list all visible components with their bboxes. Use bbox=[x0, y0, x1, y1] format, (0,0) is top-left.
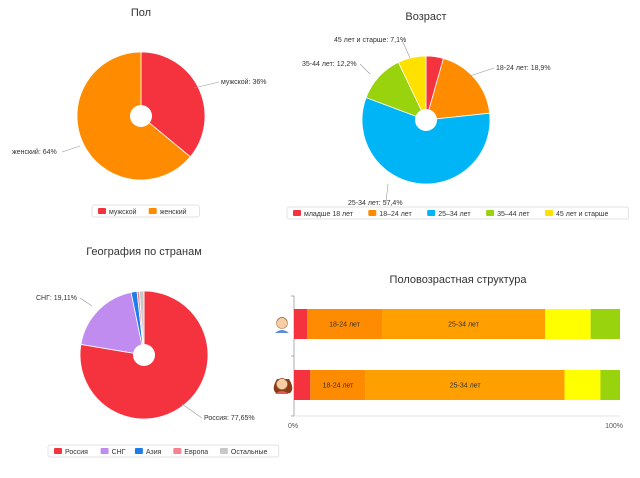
legend-label: 45 лет и старше bbox=[556, 211, 609, 218]
legend-item-азия[interactable]: Азия bbox=[134, 448, 162, 456]
legend-swatch bbox=[173, 448, 182, 454]
legend-label: Остальные bbox=[231, 449, 268, 456]
bar-row-мужской: 18-24 лет 25-34 лет bbox=[294, 309, 620, 339]
legend-item-снг[interactable]: СНГ bbox=[100, 448, 126, 456]
bar-segment-младше-18-лет[interactable] bbox=[294, 309, 308, 339]
legend-item-младше-18-лет[interactable]: младше 18 лет bbox=[293, 210, 354, 218]
data-label-женский: женский: 64% bbox=[12, 148, 57, 156]
data-label-connector bbox=[385, 183, 389, 203]
legend-item-мужской[interactable]: мужской bbox=[98, 208, 137, 216]
pie-chart-география-по-странам: География по странам Россия: 77,65% СНГ: 1… bbox=[36, 246, 280, 458]
data-label-connector bbox=[469, 67, 495, 77]
data-label-россия: Россия: 77,65% bbox=[204, 415, 255, 422]
legend-label: мужской bbox=[109, 208, 137, 216]
legend-item-45-лет-и-старше[interactable]: 45 лет и старше bbox=[545, 210, 609, 218]
bar-segment-25-34-лет[interactable] bbox=[365, 370, 565, 400]
data-label-45-лет-и-старше: 45 лет и старше: 7,1% bbox=[334, 37, 406, 44]
chart-title: Половозрастная структура bbox=[390, 274, 528, 286]
legend-item-россия[interactable]: Россия bbox=[54, 448, 88, 456]
legend-label: младше 18 лет bbox=[304, 211, 354, 218]
legend-swatch bbox=[134, 448, 143, 454]
pie-center-hole bbox=[133, 344, 155, 366]
chart-title: Пол bbox=[131, 7, 151, 19]
legend-swatch bbox=[545, 210, 553, 216]
legend-label: СНГ bbox=[112, 449, 126, 456]
data-label-connector bbox=[401, 39, 411, 59]
legend-swatch bbox=[486, 210, 495, 216]
legend-swatch bbox=[293, 210, 301, 216]
segment-label: 25-34 лет bbox=[448, 322, 480, 329]
bar-chart-половозрастная-структура: Половозрастная структура 0% 100% 18-24 лет 2… bbox=[273, 274, 623, 430]
bar-segment-45-лет-и-старше[interactable] bbox=[600, 370, 620, 400]
chart-title: География по странам bbox=[86, 246, 202, 258]
pie-slice-мужской[interactable] bbox=[140, 51, 206, 158]
legend-label: Азия bbox=[146, 449, 162, 456]
legend-swatch bbox=[427, 210, 436, 216]
pie-slice-18-24-лет[interactable] bbox=[425, 57, 491, 121]
x-tick-label-min: 0% bbox=[288, 423, 298, 430]
data-label-connector bbox=[193, 81, 220, 89]
legend-label: 35–44 лет bbox=[497, 211, 530, 218]
legend-label: Россия bbox=[65, 449, 88, 456]
legend-label: 25–34 лет bbox=[438, 211, 471, 218]
legend-item-35-44-лет[interactable]: 35–44 лет bbox=[486, 210, 530, 218]
data-label-connector bbox=[61, 145, 81, 153]
data-label-connector bbox=[181, 403, 203, 419]
legend-swatch bbox=[98, 208, 106, 214]
bar-segment-45-лет-и-старше[interactable] bbox=[590, 309, 620, 339]
legend-swatch bbox=[148, 208, 157, 214]
data-label-мужской: мужской: 36% bbox=[221, 78, 267, 86]
x-tick-label-max: 100% bbox=[605, 423, 623, 430]
pie-chart-пол: Пол мужской: 36% женский: 64% мужской женски… bbox=[12, 7, 267, 218]
data-label-connector bbox=[79, 297, 93, 307]
legend-item-25-34-лет[interactable]: 25–34 лет bbox=[427, 210, 471, 218]
legend-swatch bbox=[219, 448, 228, 454]
pie-slice-45-лет-и-старше[interactable] bbox=[397, 55, 427, 121]
data-label-18-24-лет: 18-24 лет: 18,9% bbox=[496, 65, 551, 72]
legend: мужской женский bbox=[91, 204, 200, 218]
legend-label: 18–24 лет bbox=[379, 211, 412, 218]
legend-item-женский[interactable]: женский bbox=[148, 208, 187, 216]
legend-item-европа[interactable]: Европа bbox=[173, 448, 208, 456]
bar-segment-18-24-лет[interactable] bbox=[307, 309, 383, 339]
data-label-connector bbox=[359, 63, 371, 75]
bar-segment-18-24-лет[interactable] bbox=[310, 370, 366, 400]
pie-slice-25-34-лет[interactable] bbox=[361, 97, 491, 185]
segment-label: 18-24 лет bbox=[329, 322, 361, 329]
data-label-25-34-лет: 25-34 лет: 57,4% bbox=[348, 200, 403, 207]
legend: младше 18 лет 18–24 лет 25–34 лет 35–44 лет… bbox=[286, 206, 629, 220]
legend-swatch bbox=[368, 210, 377, 216]
female-avatar-icon bbox=[273, 378, 293, 394]
legend-box bbox=[91, 204, 200, 218]
segment-label: 25-34 лет bbox=[450, 383, 482, 390]
legend-item-остальные[interactable]: Остальные bbox=[219, 448, 268, 456]
pie-slice-снг[interactable] bbox=[80, 291, 145, 356]
bar-segment-младше-18-лет[interactable] bbox=[294, 370, 311, 400]
segment-label: 18-24 лет bbox=[323, 383, 355, 390]
bar-segment-35-44-лет[interactable] bbox=[564, 370, 601, 400]
legend-label: женский bbox=[160, 208, 187, 216]
bar-segment-35-44-лет[interactable] bbox=[545, 309, 591, 339]
pie-slice-остальные[interactable] bbox=[138, 290, 145, 356]
legend-swatch bbox=[54, 448, 62, 454]
data-label-35-44-лет: 35-44 лет: 12,2% bbox=[302, 61, 357, 68]
bar-row-женский: 18-24 лет 25-34 лет bbox=[294, 370, 620, 400]
pie-chart-возраст: Возраст 18-24 лет: 18,9% 25-34 лет: 57,4% 3… bbox=[286, 11, 629, 220]
pie-center-hole bbox=[130, 105, 152, 127]
legend-label: Европа bbox=[184, 449, 208, 456]
bar-segment-25-34-лет[interactable] bbox=[382, 309, 546, 339]
data-label-снг: СНГ: 19,11% bbox=[36, 295, 77, 302]
male-avatar-icon bbox=[275, 317, 289, 333]
legend-swatch bbox=[100, 448, 109, 454]
pie-center-hole bbox=[415, 109, 437, 131]
legend-item-18-24-лет[interactable]: 18–24 лет bbox=[368, 210, 412, 218]
chart-title: Возраст bbox=[405, 11, 446, 23]
legend: Россия СНГ Азия Европа Остальные bbox=[47, 444, 280, 458]
